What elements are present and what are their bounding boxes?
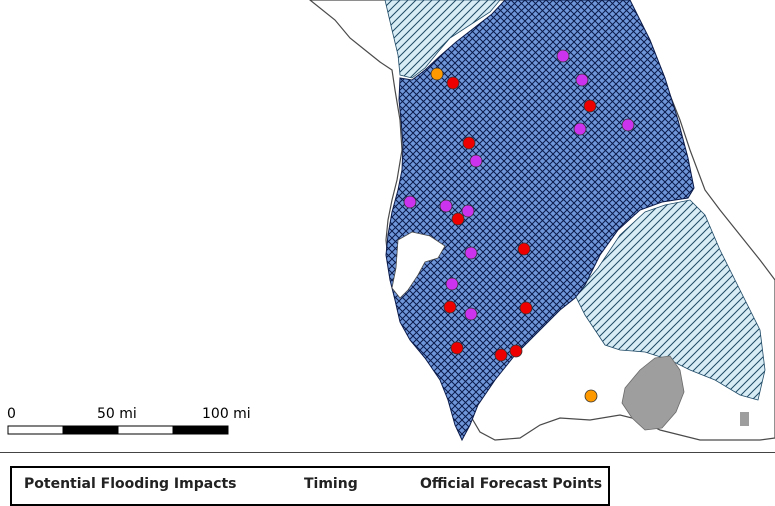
forecast-point-magenta-11[interactable]	[439, 199, 453, 213]
scale-label-50mi: 50 mi	[97, 406, 137, 422]
forecast-point-red-21[interactable]	[509, 344, 523, 358]
forecast-point-red-5[interactable]	[583, 99, 597, 113]
forecast-point-red-2[interactable]	[446, 76, 460, 90]
map-canvas	[7, 0, 775, 442]
forecast-point-magenta-6[interactable]	[573, 122, 587, 136]
tampa-bay	[391, 231, 446, 299]
forecast-point-magenta-16[interactable]	[445, 277, 459, 291]
forecast-point-orange-1[interactable]	[430, 67, 444, 81]
forecast-point-red-22[interactable]	[494, 348, 508, 362]
forecast-point-magenta-10[interactable]	[403, 195, 417, 209]
forecast-point-red-19[interactable]	[519, 301, 533, 315]
forecast-point-magenta-7[interactable]	[621, 118, 635, 132]
forecast-point-magenta-3[interactable]	[556, 49, 570, 63]
forecast-point-red-13[interactable]	[451, 212, 465, 226]
scale-segment-1	[7, 425, 64, 435]
legend-box: Potential Flooding Impacts Timing Offici…	[10, 466, 610, 506]
forecast-point-magenta-12[interactable]	[461, 204, 475, 218]
scale-bar	[7, 425, 229, 435]
flood-map[interactable]: 0 50 mi 100 mi	[0, 0, 775, 452]
scale-segment-2	[62, 425, 119, 435]
forecast-point-orange-23[interactable]	[584, 389, 598, 403]
legend-header-timing: Timing	[304, 476, 358, 492]
scale-segment-3	[117, 425, 174, 435]
forecast-point-red-20[interactable]	[450, 341, 464, 355]
outlook-area-north	[384, 0, 501, 79]
forecast-area-main	[385, 0, 695, 442]
forecast-point-magenta-4[interactable]	[575, 73, 589, 87]
forecast-points-layer	[403, 49, 635, 403]
forecast-point-magenta-15[interactable]	[464, 246, 478, 260]
forecast-point-magenta-18[interactable]	[464, 307, 478, 321]
lake-okeechobee	[621, 355, 685, 431]
legend-header-impacts: Potential Flooding Impacts	[24, 476, 237, 492]
scale-segment-4	[172, 425, 229, 435]
forecast-point-red-14[interactable]	[517, 242, 531, 256]
scale-label-0: 0	[7, 406, 16, 422]
forecast-point-red-8[interactable]	[462, 136, 476, 150]
outlook-area-southeast	[574, 199, 766, 401]
map-divider	[0, 452, 775, 453]
legend-header-forecast-points: Official Forecast Points	[420, 476, 603, 492]
forecast-point-red-17[interactable]	[443, 300, 457, 314]
scale-label-100mi: 100 mi	[202, 406, 251, 422]
small-lake	[740, 412, 749, 426]
forecast-point-magenta-9[interactable]	[469, 154, 483, 168]
